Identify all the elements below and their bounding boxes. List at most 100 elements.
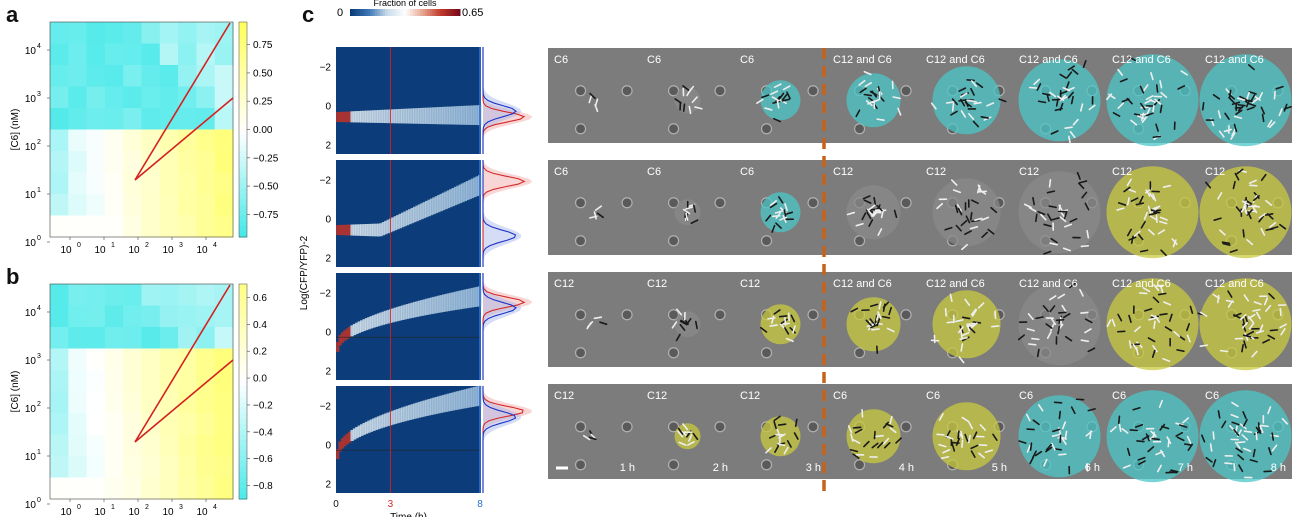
y-tick-exponent: 4 xyxy=(37,305,41,312)
cell-mark xyxy=(969,226,979,230)
heatmap-cell xyxy=(178,456,197,479)
heatmap-cell xyxy=(86,22,106,45)
well-marker xyxy=(900,309,912,321)
cell-mark xyxy=(794,418,798,428)
cell-mark xyxy=(1123,186,1131,193)
cell-mark xyxy=(1137,115,1146,120)
cell-mark xyxy=(1129,56,1137,62)
cell-mark xyxy=(778,433,786,439)
cell-mark xyxy=(1051,217,1060,221)
heatmap-cell xyxy=(86,370,106,393)
condition-label: C12 xyxy=(1019,166,1039,178)
heatmap-cell xyxy=(196,434,216,457)
cell-mark xyxy=(1151,349,1156,359)
cell-mark xyxy=(945,435,954,440)
cell-mark xyxy=(1151,207,1159,214)
y-tick-label: −2 xyxy=(320,401,332,412)
cell-mark xyxy=(858,79,866,86)
cell-mark xyxy=(1251,97,1259,104)
density-band-segment xyxy=(446,106,451,125)
cell-mark xyxy=(1143,211,1148,220)
cell-mark xyxy=(1086,229,1090,239)
heatmap-cell xyxy=(159,43,179,66)
cell-mark xyxy=(1234,441,1241,449)
heatmap-cell xyxy=(86,129,106,152)
density-band-segment xyxy=(410,207,415,224)
density-band-segment xyxy=(343,330,347,341)
well-marker xyxy=(714,309,726,321)
cell-mark xyxy=(760,326,768,333)
colorbar-segment xyxy=(412,9,416,16)
cell-mark xyxy=(1138,292,1148,295)
cell-mark xyxy=(1233,115,1243,119)
colorbar-segment xyxy=(239,27,247,34)
cell-mark xyxy=(686,441,695,446)
cell-mark xyxy=(1046,93,1050,102)
density-band-segment xyxy=(357,321,362,333)
heatmap-cell xyxy=(196,215,216,238)
cell-mark xyxy=(1157,292,1167,296)
cell-mark xyxy=(779,99,787,104)
cell-mark xyxy=(964,230,972,236)
heatmap-cell xyxy=(50,305,69,328)
y-tick-label: 10 xyxy=(25,404,37,415)
cell-mark xyxy=(865,319,872,327)
cell-mark xyxy=(863,440,870,448)
cell-mark xyxy=(889,427,897,434)
cell-mark xyxy=(1148,212,1158,216)
cell-mark xyxy=(1242,229,1245,238)
cell-mark xyxy=(1117,102,1125,109)
density-band-segment xyxy=(340,224,345,236)
cell-mark xyxy=(588,436,597,441)
density-band-segment xyxy=(386,412,390,427)
cell-mark xyxy=(1078,180,1088,184)
microscopy-grid: C6 C6 C6 C12 and C6 C12 and C6 C12 and C6 C12 … xyxy=(548,48,1292,492)
cell-mark xyxy=(1137,233,1144,241)
condition-label: C12 xyxy=(740,390,760,402)
density-band-segment xyxy=(420,300,424,316)
heatmap-cell xyxy=(123,65,143,88)
density-band-segment xyxy=(432,296,436,314)
colorbar-segment xyxy=(239,456,247,462)
cell-mark xyxy=(1129,429,1139,432)
heatmap-cell xyxy=(159,86,179,109)
cell-mark xyxy=(1147,205,1152,214)
condition-label: C12 and C6 xyxy=(1205,278,1264,290)
colorbar-segment xyxy=(239,199,247,206)
boundary-line-shallow xyxy=(134,97,234,181)
cell-mark xyxy=(970,87,975,96)
heatmap-cell xyxy=(68,413,88,436)
density-band-segment xyxy=(463,389,467,409)
heatmap-cell xyxy=(123,129,143,152)
colorbar-segment xyxy=(239,466,247,473)
cell-mark xyxy=(964,433,969,442)
heatmap-cell xyxy=(214,305,234,328)
cell-mark xyxy=(888,306,892,316)
x-tick-exponent: 0 xyxy=(77,242,81,249)
heatmap-cell xyxy=(214,327,234,350)
colorbar-segment xyxy=(239,124,247,131)
cell-mark xyxy=(961,243,968,251)
colorbar-segment xyxy=(450,9,453,16)
cell-mark xyxy=(967,434,971,444)
density-band-segment xyxy=(369,110,374,123)
cell-mark xyxy=(895,437,902,444)
colorbar-segment xyxy=(405,9,408,16)
cell-mark xyxy=(956,204,962,212)
cell-mark xyxy=(1152,193,1157,202)
density-band-segment xyxy=(470,287,475,308)
colorbar-segment xyxy=(239,38,247,45)
cell-mark xyxy=(790,314,796,323)
colorbar-segment xyxy=(239,129,247,136)
density-band-segment xyxy=(468,288,472,308)
cell-mark xyxy=(1143,84,1149,92)
cell-mark xyxy=(1028,86,1038,89)
heatmap-cell xyxy=(159,215,179,238)
cell-mark xyxy=(1242,323,1247,332)
x-tick-label: 10 xyxy=(94,245,106,255)
colorbar-segment xyxy=(239,493,247,500)
cell-mark xyxy=(1265,304,1272,312)
cell-mark xyxy=(1079,103,1084,112)
cell-mark xyxy=(1145,95,1154,101)
density-band-segment xyxy=(396,408,400,424)
